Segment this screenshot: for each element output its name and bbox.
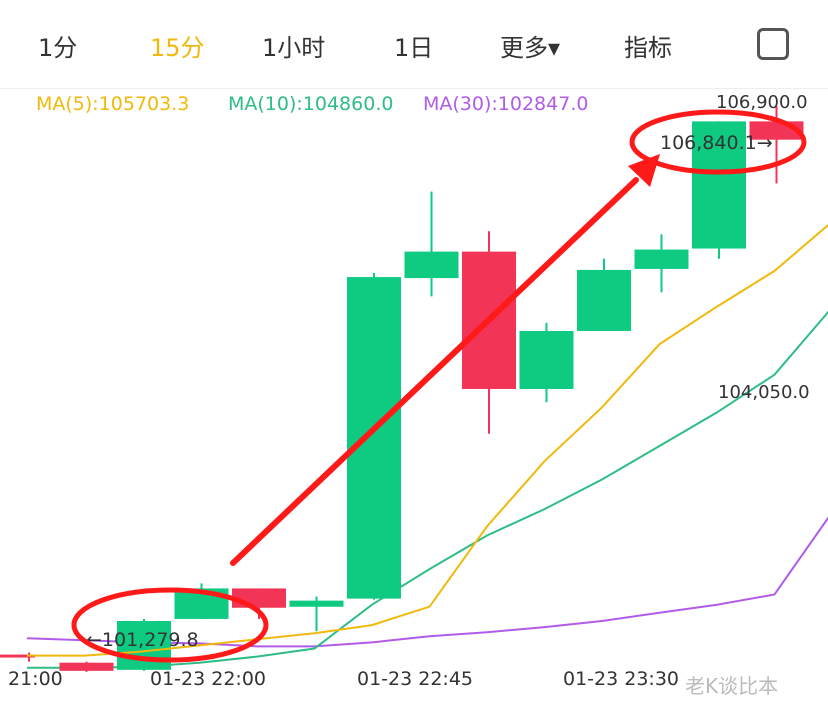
interval-tab-bar: 1分 15分 1小时 1日 更多▾ 指标 xyxy=(0,0,828,89)
x-axis-label: 01-23 23:30 xyxy=(563,668,679,690)
trend-arrow-line xyxy=(230,177,639,566)
candle-body xyxy=(347,277,401,599)
ma30-legend: MA(30):102847.0 xyxy=(423,93,589,115)
candle-body xyxy=(289,600,344,607)
candle-body xyxy=(404,251,459,279)
ma10-legend: MA(10):104860.0 xyxy=(228,93,394,115)
y-axis-label: 106,900.0 xyxy=(716,92,808,113)
fullscreen-icon[interactable] xyxy=(757,28,789,60)
ma5-legend: MA(5):105703.3 xyxy=(36,93,190,115)
watermark: 老K谈比本 xyxy=(685,674,779,698)
x-axis-label: 01-23 22:00 xyxy=(150,668,266,690)
candle-body xyxy=(577,269,631,331)
tab-1hour[interactable]: 1小时 xyxy=(262,34,326,62)
candle-body xyxy=(59,662,114,671)
x-axis-label: 01-23 22:45 xyxy=(357,668,473,690)
trend-arrow-head xyxy=(628,154,660,187)
tab-more[interactable]: 更多▾ xyxy=(500,34,561,62)
candle-body xyxy=(692,121,746,249)
high-price-marker: 106,840.1→ xyxy=(660,132,773,154)
high-annotation-circle xyxy=(629,109,807,175)
low-annotation-circle xyxy=(71,587,269,663)
candle-body xyxy=(519,330,574,389)
tab-15min[interactable]: 15分 xyxy=(150,34,205,62)
x-axis-label: 21:00 xyxy=(8,668,63,690)
candle-body xyxy=(634,249,689,269)
low-price-marker: ←101,279.8 xyxy=(86,629,199,651)
candle-body xyxy=(232,588,286,608)
tab-1min[interactable]: 1分 xyxy=(38,34,78,62)
tab-1day[interactable]: 1日 xyxy=(394,34,434,62)
y-axis-label: 104,050.0 xyxy=(718,382,810,403)
tab-indicators[interactable]: 指标 xyxy=(624,34,672,62)
ma10-line xyxy=(27,310,828,669)
candle-body xyxy=(0,654,35,658)
ma5-line xyxy=(27,223,828,657)
